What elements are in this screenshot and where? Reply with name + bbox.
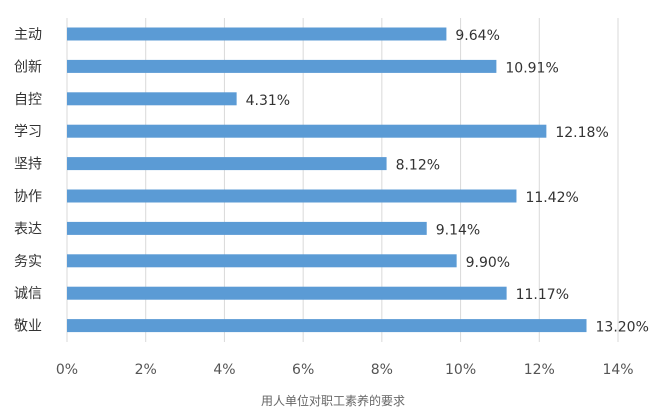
category-label: 表达 — [14, 221, 42, 237]
bar — [67, 189, 517, 203]
bar — [67, 319, 587, 333]
data-label: 4.31% — [246, 93, 290, 109]
x-tick-label: 6% — [292, 362, 314, 378]
chart-caption: 用人单位对职工素养的要求 — [261, 393, 405, 408]
x-tick-label: 0% — [56, 362, 78, 378]
data-label: 13.20% — [596, 320, 649, 336]
x-tick-label: 12% — [524, 362, 555, 378]
bars — [67, 27, 587, 333]
x-axis-ticks: 0% 2% 4% 6% 8% 10% 12% 14% — [56, 362, 634, 378]
data-label: 10.91% — [505, 60, 558, 76]
data-labels: 9.64% 10.91% 4.31% 12.18% 8.12% 11.42% 9.14% 9.… — [246, 28, 649, 336]
bar — [67, 92, 237, 106]
data-label: 11.42% — [525, 190, 578, 206]
bar — [67, 59, 497, 73]
data-label: 9.64% — [455, 28, 499, 44]
x-tick-label: 8% — [371, 362, 393, 378]
bar — [67, 254, 457, 268]
bar — [67, 221, 427, 235]
category-label: 自控 — [14, 92, 42, 108]
data-label: 9.90% — [466, 255, 510, 271]
category-label: 学习 — [14, 124, 42, 140]
data-label: 9.14% — [436, 222, 480, 238]
bar — [67, 286, 507, 300]
x-tick-label: 10% — [445, 362, 476, 378]
category-label: 坚持 — [14, 157, 42, 173]
x-tick-label: 2% — [135, 362, 157, 378]
data-label: 11.17% — [516, 287, 569, 303]
data-label: 12.18% — [555, 125, 608, 141]
bar — [67, 157, 387, 171]
x-tick-label: 4% — [213, 362, 235, 378]
category-label: 务实 — [14, 254, 42, 270]
category-label: 创新 — [14, 59, 42, 75]
category-label: 诚信 — [14, 286, 42, 302]
x-tick-label: 14% — [602, 362, 633, 378]
bar — [67, 27, 447, 41]
category-label: 敬业 — [14, 319, 42, 335]
bar — [67, 124, 547, 138]
category-label: 协作 — [14, 189, 42, 205]
data-label: 8.12% — [396, 158, 440, 174]
category-label: 主动 — [14, 27, 42, 43]
